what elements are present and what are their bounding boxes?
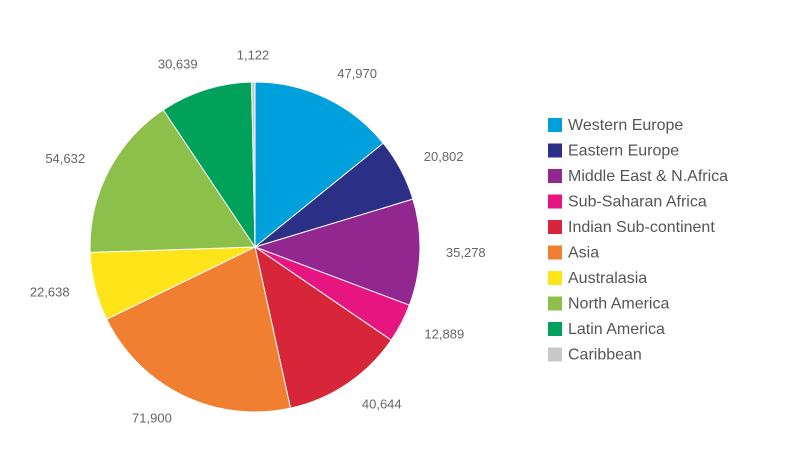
- legend-label: Latin America: [568, 321, 665, 338]
- value-label: 22,638: [30, 284, 70, 299]
- legend-swatch: [548, 245, 562, 260]
- legend-swatch: [548, 194, 562, 209]
- value-label: 40,644: [362, 397, 402, 412]
- pie-slice: [254, 81, 384, 249]
- legend-label: Middle East & N.Africa: [568, 168, 728, 185]
- legend-label: Indian Sub-continent: [568, 219, 715, 236]
- value-label: 47,970: [337, 66, 377, 81]
- pie-slice: [105, 246, 292, 413]
- legend-label: Asia: [568, 245, 599, 262]
- value-label: 54,632: [45, 151, 85, 166]
- value-label: 20,802: [424, 149, 464, 164]
- pie-slice: [89, 109, 256, 253]
- legend-swatch: [548, 143, 562, 158]
- value-label: 35,278: [446, 245, 486, 260]
- legend-label: Caribbean: [568, 347, 642, 364]
- pie-slice: [253, 198, 421, 306]
- pie-slice: [162, 81, 256, 249]
- pie-slice: [254, 245, 392, 409]
- legend-label: Eastern Europe: [568, 143, 679, 160]
- legend-label: Western Europe: [568, 117, 683, 134]
- legend-swatch: [548, 118, 562, 132]
- legend-swatch: [548, 220, 562, 234]
- legend-label: Australasia: [568, 270, 647, 287]
- legend-label: Sub-Saharan Africa: [568, 194, 707, 211]
- legend-swatch: [548, 271, 562, 285]
- legend-swatch: [548, 169, 562, 183]
- value-label: 30,639: [158, 56, 198, 71]
- legend-swatch: [548, 322, 562, 336]
- legend-swatch: [548, 347, 562, 362]
- value-label: 1,122: [237, 47, 270, 62]
- value-label: 71,900: [132, 410, 172, 425]
- legend-label: North America: [568, 296, 669, 313]
- value-label: 12,889: [424, 327, 464, 342]
- pie-slice: [251, 81, 256, 248]
- legend-swatch: [548, 296, 562, 311]
